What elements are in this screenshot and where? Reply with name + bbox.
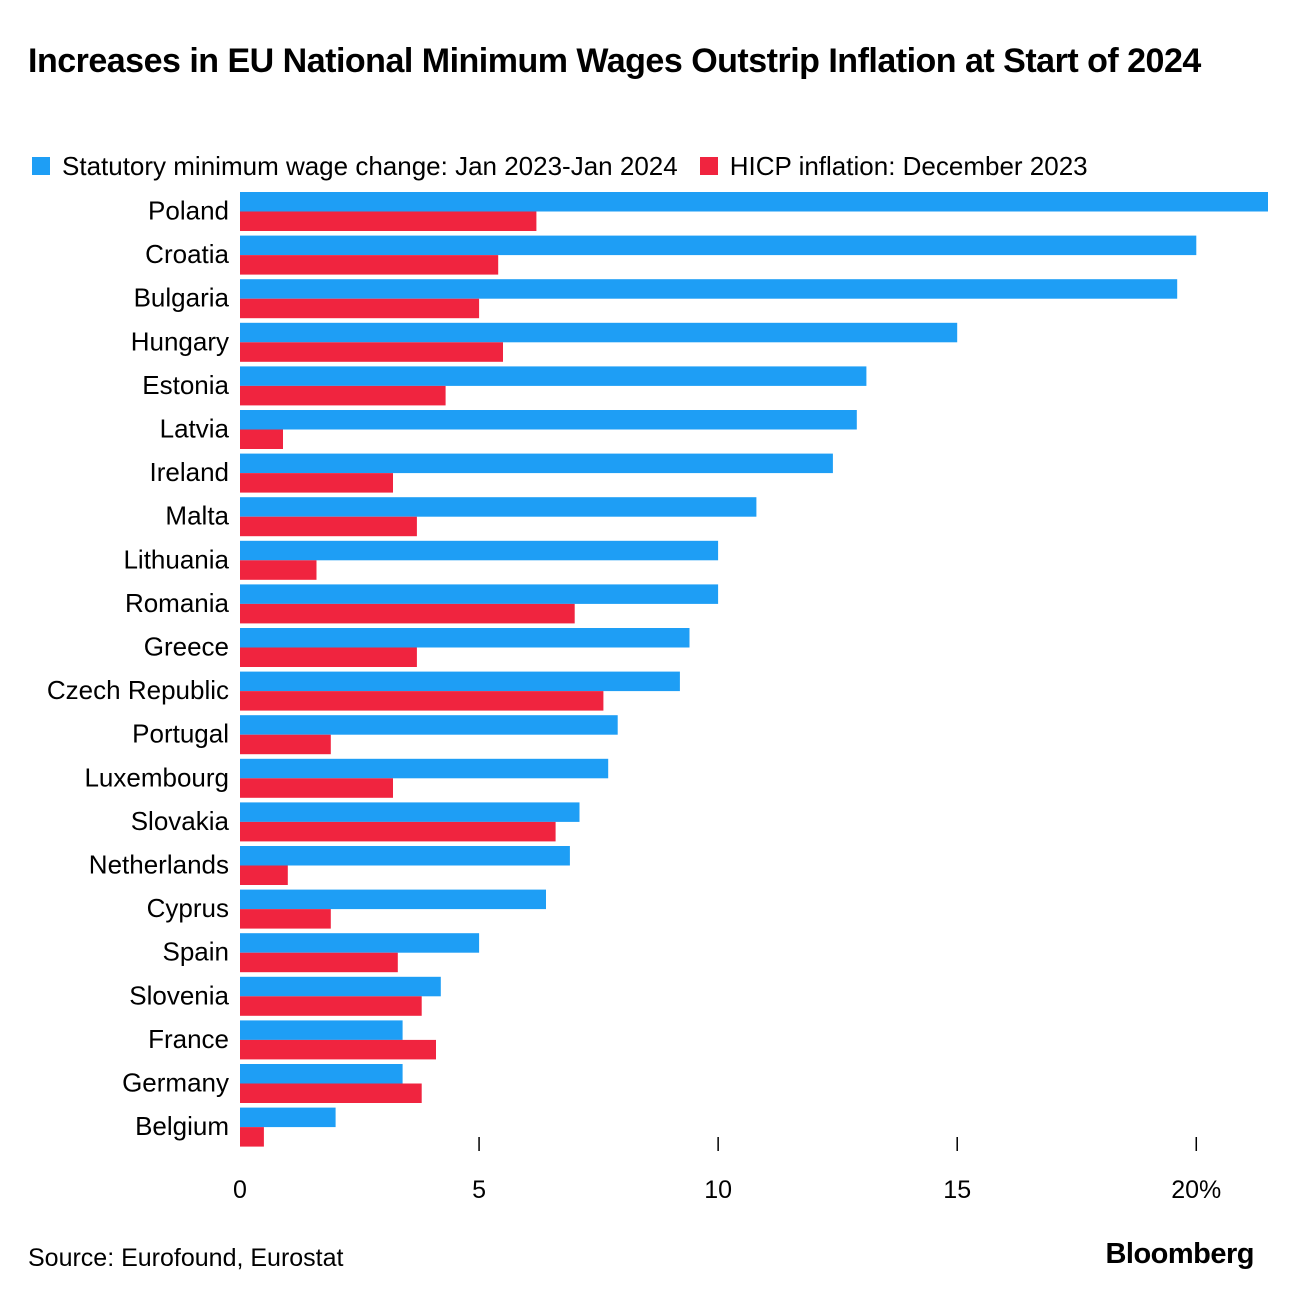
bar-minimum-wage-ireland <box>240 453 833 474</box>
bar-minimum-wage-romania <box>240 584 719 604</box>
category-label-bulgaria: Bulgaria <box>134 283 230 313</box>
bar-minimum-wage-estonia <box>240 366 867 386</box>
bar-inflation-bulgaria <box>240 298 480 319</box>
category-label-malta: Malta <box>165 501 229 531</box>
category-label-hungary: Hungary <box>131 326 229 356</box>
bar-inflation-portugal <box>240 734 331 755</box>
bar-minimum-wage-malta <box>240 497 757 517</box>
category-label-czech-republic: Czech Republic <box>47 675 229 705</box>
bar-minimum-wage-belgium <box>240 1107 336 1128</box>
legend: Statutory minimum wage change: Jan 2023-… <box>32 148 1110 184</box>
bar-inflation-slovenia <box>240 996 422 1016</box>
bar-minimum-wage-poland <box>240 192 1268 212</box>
category-label-romania: Romania <box>125 588 230 618</box>
legend-item-inflation: HICP inflation: December 2023 <box>699 150 1088 182</box>
bar-minimum-wage-slovenia <box>240 976 441 997</box>
category-label-poland: Poland <box>148 196 229 226</box>
bar-inflation-croatia <box>240 255 499 275</box>
bar-minimum-wage-germany <box>240 1064 403 1084</box>
bar-inflation-greece <box>240 647 417 667</box>
bar-chart: Poland Croatia Bulgaria Hungary Estonia Latvi… <box>47 192 1268 1204</box>
bar-inflation-spain <box>240 952 398 973</box>
category-label-croatia: Croatia <box>145 239 229 269</box>
category-label-france: France <box>148 1024 229 1054</box>
category-label-ireland: Ireland <box>150 457 230 487</box>
category-label-greece: Greece <box>144 632 229 662</box>
bar-inflation-ireland <box>240 473 393 493</box>
bar-inflation-romania <box>240 603 575 624</box>
x-tick-label-0: 0 <box>233 1176 247 1204</box>
bar-inflation-lithuania <box>240 560 317 580</box>
bar-minimum-wage-netherlands <box>240 846 570 866</box>
bar-minimum-wage-croatia <box>240 235 1197 256</box>
bar-minimum-wage-lithuania <box>240 540 719 561</box>
x-tick-label-5: 5 <box>472 1176 486 1204</box>
legend-swatch-minimum-wage <box>32 157 50 175</box>
bar-inflation-czech-republic <box>240 691 604 711</box>
bar-inflation-luxembourg <box>240 778 393 798</box>
category-label-spain: Spain <box>163 937 230 967</box>
x-tick-label-20: 20% <box>1171 1176 1221 1204</box>
bar-inflation-poland <box>240 211 537 231</box>
bar-inflation-germany <box>240 1083 422 1103</box>
bar-inflation-malta <box>240 516 417 537</box>
bar-inflation-hungary <box>240 342 503 362</box>
category-label-luxembourg: Luxembourg <box>84 762 229 792</box>
legend-item-minimum-wage: Statutory minimum wage change: Jan 2023-… <box>32 151 678 182</box>
bloomberg-logo: Bloomberg <box>1105 1238 1254 1270</box>
legend-swatch-inflation <box>699 157 718 175</box>
bar-minimum-wage-portugal <box>240 715 618 735</box>
bar-inflation-latvia <box>240 429 283 449</box>
category-label-netherlands: Netherlands <box>89 850 229 880</box>
bar-minimum-wage-bulgaria <box>240 279 1178 299</box>
bar-minimum-wage-latvia <box>240 410 857 430</box>
bar-inflation-belgium <box>240 1127 264 1147</box>
x-tick-label-15: 15 <box>943 1176 971 1204</box>
bar-minimum-wage-slovakia <box>240 802 580 822</box>
bar-minimum-wage-cyprus <box>240 889 546 910</box>
chart-title: Increases in EU National Minimum Wages O… <box>28 42 1201 80</box>
bar-inflation-slovakia <box>240 821 556 842</box>
bar-minimum-wage-hungary <box>240 322 958 343</box>
category-label-cyprus: Cyprus <box>147 893 229 923</box>
category-label-estonia: Estonia <box>142 370 229 400</box>
category-label-slovenia: Slovenia <box>129 980 229 1010</box>
source-note: Source: Eurofound, Eurostat <box>28 1244 344 1272</box>
x-tick-label-10: 10 <box>704 1176 732 1204</box>
category-label-slovakia: Slovakia <box>131 806 230 836</box>
bar-minimum-wage-czech-republic <box>240 671 680 692</box>
bar-minimum-wage-luxembourg <box>240 758 609 779</box>
category-label-portugal: Portugal <box>132 719 229 749</box>
bar-minimum-wage-greece <box>240 628 690 648</box>
category-label-germany: Germany <box>122 1068 229 1098</box>
bar-inflation-netherlands <box>240 865 288 885</box>
legend-label-minimum-wage: Statutory minimum wage change: Jan 2023-… <box>62 150 678 181</box>
bar-inflation-cyprus <box>240 909 331 929</box>
category-label-latvia: Latvia <box>160 414 230 444</box>
bar-minimum-wage-spain <box>240 933 480 953</box>
category-label-belgium: Belgium <box>135 1111 229 1141</box>
category-label-lithuania: Lithuania <box>123 544 229 574</box>
bar-minimum-wage-france <box>240 1020 403 1040</box>
legend-label-inflation: HICP inflation: December 2023 <box>729 150 1088 181</box>
bar-inflation-estonia <box>240 385 446 406</box>
bar-inflation-france <box>240 1039 436 1060</box>
